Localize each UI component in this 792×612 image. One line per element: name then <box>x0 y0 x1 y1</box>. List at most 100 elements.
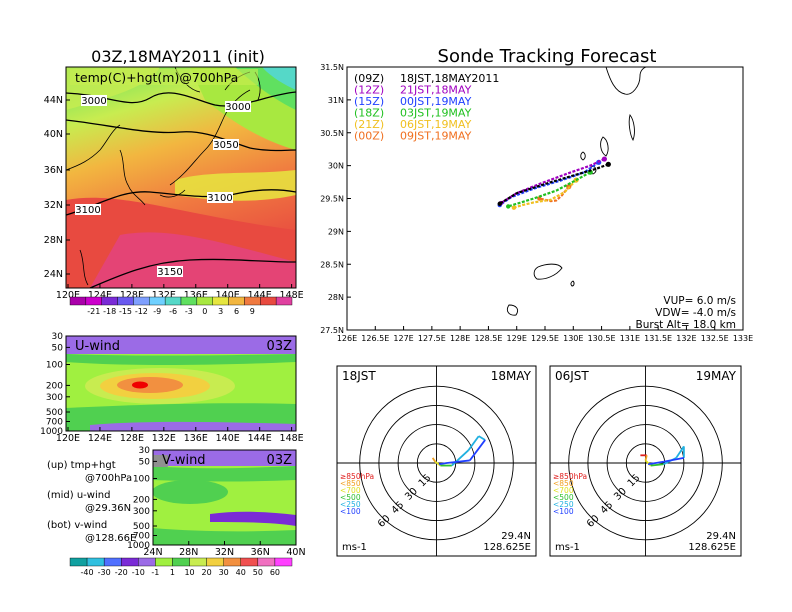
v-pressure-label: 50 <box>139 457 151 467</box>
temp-colorbar-label: -15 <box>119 307 132 316</box>
wind-colorbar-swatch <box>69 557 88 567</box>
v-wind-time: 03Z <box>267 453 293 468</box>
track-landing-point <box>497 201 502 206</box>
map-lon-label: 144E <box>248 290 272 301</box>
hodograph-date: 18MAY <box>491 369 532 383</box>
temperature-field <box>66 67 296 288</box>
v-pressure-label: 30 <box>139 446 151 456</box>
track-landing-point <box>506 204 511 209</box>
track-landing-point <box>537 196 542 201</box>
wind-colorbar-label: 60 <box>270 568 280 577</box>
hodograph-segment <box>469 439 486 461</box>
hodograph-layer-label: <500 <box>340 493 361 502</box>
temp-colorbar-swatch <box>85 296 102 306</box>
wind-colorbar-label: 50 <box>253 568 263 577</box>
descent-speed: VDW= -4.0 m/s <box>655 307 736 319</box>
tracking-frame <box>346 66 744 331</box>
wind-colorbar-label: 20 <box>202 568 212 577</box>
track-legend-label: 21JST,18MAY <box>400 84 472 97</box>
note-subline: @128.66E <box>85 533 136 544</box>
tracking-title: Sonde Tracking Forecast <box>438 46 657 67</box>
u-lon-label: 132E <box>152 433 176 444</box>
map-lat-label: 28N <box>44 235 63 246</box>
hodograph-unit: ms-1 <box>342 542 367 553</box>
hodograph-layer-label: <250 <box>553 500 574 509</box>
wind-colorbar-swatch <box>155 557 173 567</box>
u-lon-label: 124E <box>88 433 112 444</box>
hodograph-segment <box>431 457 436 463</box>
wind-colorbar-swatch <box>103 557 122 567</box>
v-lat-label: 40N <box>286 547 305 558</box>
height-contours <box>66 91 296 288</box>
tracking-legend: (09Z) 18JST,18MAY2011 (12Z) 21JST,18MAY (15Z… <box>354 72 499 143</box>
u-pressure-label: 50 <box>52 343 64 353</box>
note-line: (mid) u-wind <box>47 490 110 501</box>
tracking-y-label: 28N <box>328 293 344 302</box>
hodograph-layer-label: <500 <box>553 493 574 502</box>
hodograph-segment <box>438 462 447 466</box>
track-legend-label: 00JST,19MAY <box>400 95 472 108</box>
tracking-x-label: 132E <box>676 334 696 343</box>
tracking-y-label: 29.5N <box>320 195 344 204</box>
track-launch-point <box>601 156 608 162</box>
map-lon-label: 128E <box>120 290 144 301</box>
map-frame <box>65 66 297 289</box>
note-subline: @29.36N <box>85 503 131 514</box>
tracking-y-label: 28.5N <box>320 260 344 269</box>
temperature-colorbar: -21 -18 -15 -12 -9 -6 -3 0 3 6 9 <box>69 296 293 316</box>
ascent-speed: VUP= 6.0 m/s <box>663 295 736 307</box>
temp-colorbar-swatch <box>228 296 245 306</box>
wind-colorbar-label: 40 <box>236 568 246 577</box>
contour-labels: 3000 3000 3050 3100 3100 3150 <box>75 95 251 278</box>
track-legend-label: 18JST,18MAY2011 <box>400 72 499 85</box>
wind-colorbar-swatch <box>172 557 190 567</box>
u-pressure-label: 30 <box>52 332 64 342</box>
map-lat-label: 44N <box>44 95 63 106</box>
contour-label: 3000 <box>225 102 250 113</box>
wind-colorbar-swatch <box>86 557 105 567</box>
contour-label: 3050 <box>213 140 238 151</box>
u-wind-frame <box>65 335 297 432</box>
wind-colorbar-label: -30 <box>98 568 111 577</box>
track-legend-tag: (18Z) <box>354 107 384 120</box>
u-pressure-label: 100 <box>46 361 63 371</box>
map-title: 03Z,18MAY2011 (init) <box>91 47 265 66</box>
temp-colorbar-swatch <box>196 296 213 306</box>
track-line-21z <box>513 179 577 209</box>
temp-colorbar-swatch <box>69 296 87 306</box>
hodograph-unit: ms-1 <box>555 542 580 553</box>
u-lon-label: 136E <box>184 433 208 444</box>
u-wind-field <box>66 336 296 431</box>
u-lon-label: 144E <box>248 433 272 444</box>
hodograph-layer-label: <850 <box>340 479 361 488</box>
u-lon-label: 140E <box>216 433 240 444</box>
contour-label: 3100 <box>207 193 232 204</box>
temp-colorbar-swatch <box>133 296 150 306</box>
temp-colorbar-swatch <box>117 296 134 306</box>
hodograph-lat: 29.4N <box>706 531 736 542</box>
temp-colorbar-label: -18 <box>103 307 116 316</box>
u-pressure-label: 500 <box>46 408 63 418</box>
u-wind-lon-axis: 120E 124E 128E 132E 136E 140E 144E 148E <box>56 427 304 444</box>
track-landing-point <box>511 205 517 210</box>
hodograph-segment <box>675 445 685 459</box>
hodograph-layer-label: <700 <box>553 486 574 495</box>
wind-colorbar-label: 30 <box>219 568 229 577</box>
tracking-y-label: 27.5N <box>320 326 344 335</box>
tracking-x-label: 129.5E <box>531 334 559 343</box>
v-wind-field <box>153 450 296 545</box>
track-launch-point <box>605 161 611 167</box>
v-pressure-label: 700 <box>133 532 150 542</box>
tracking-y-label: 30N <box>328 162 344 171</box>
map-field-label: temp(C)+hgt(m)@700hPa <box>75 70 238 85</box>
tracking-x-label: 130.5E <box>588 334 616 343</box>
temp-colorbar-swatch <box>212 296 229 306</box>
tracking-y-axis: 31.5N 31N 30.5N 30N 29.5N 29N 28.5N 28N 27.5N <box>320 63 351 335</box>
v-pressure-label: 500 <box>133 522 150 532</box>
map-lat-label: 36N <box>44 165 63 176</box>
track-legend-label: 09JST,19MAY <box>400 130 472 143</box>
hodograph-lon: 128.625E <box>688 542 736 553</box>
